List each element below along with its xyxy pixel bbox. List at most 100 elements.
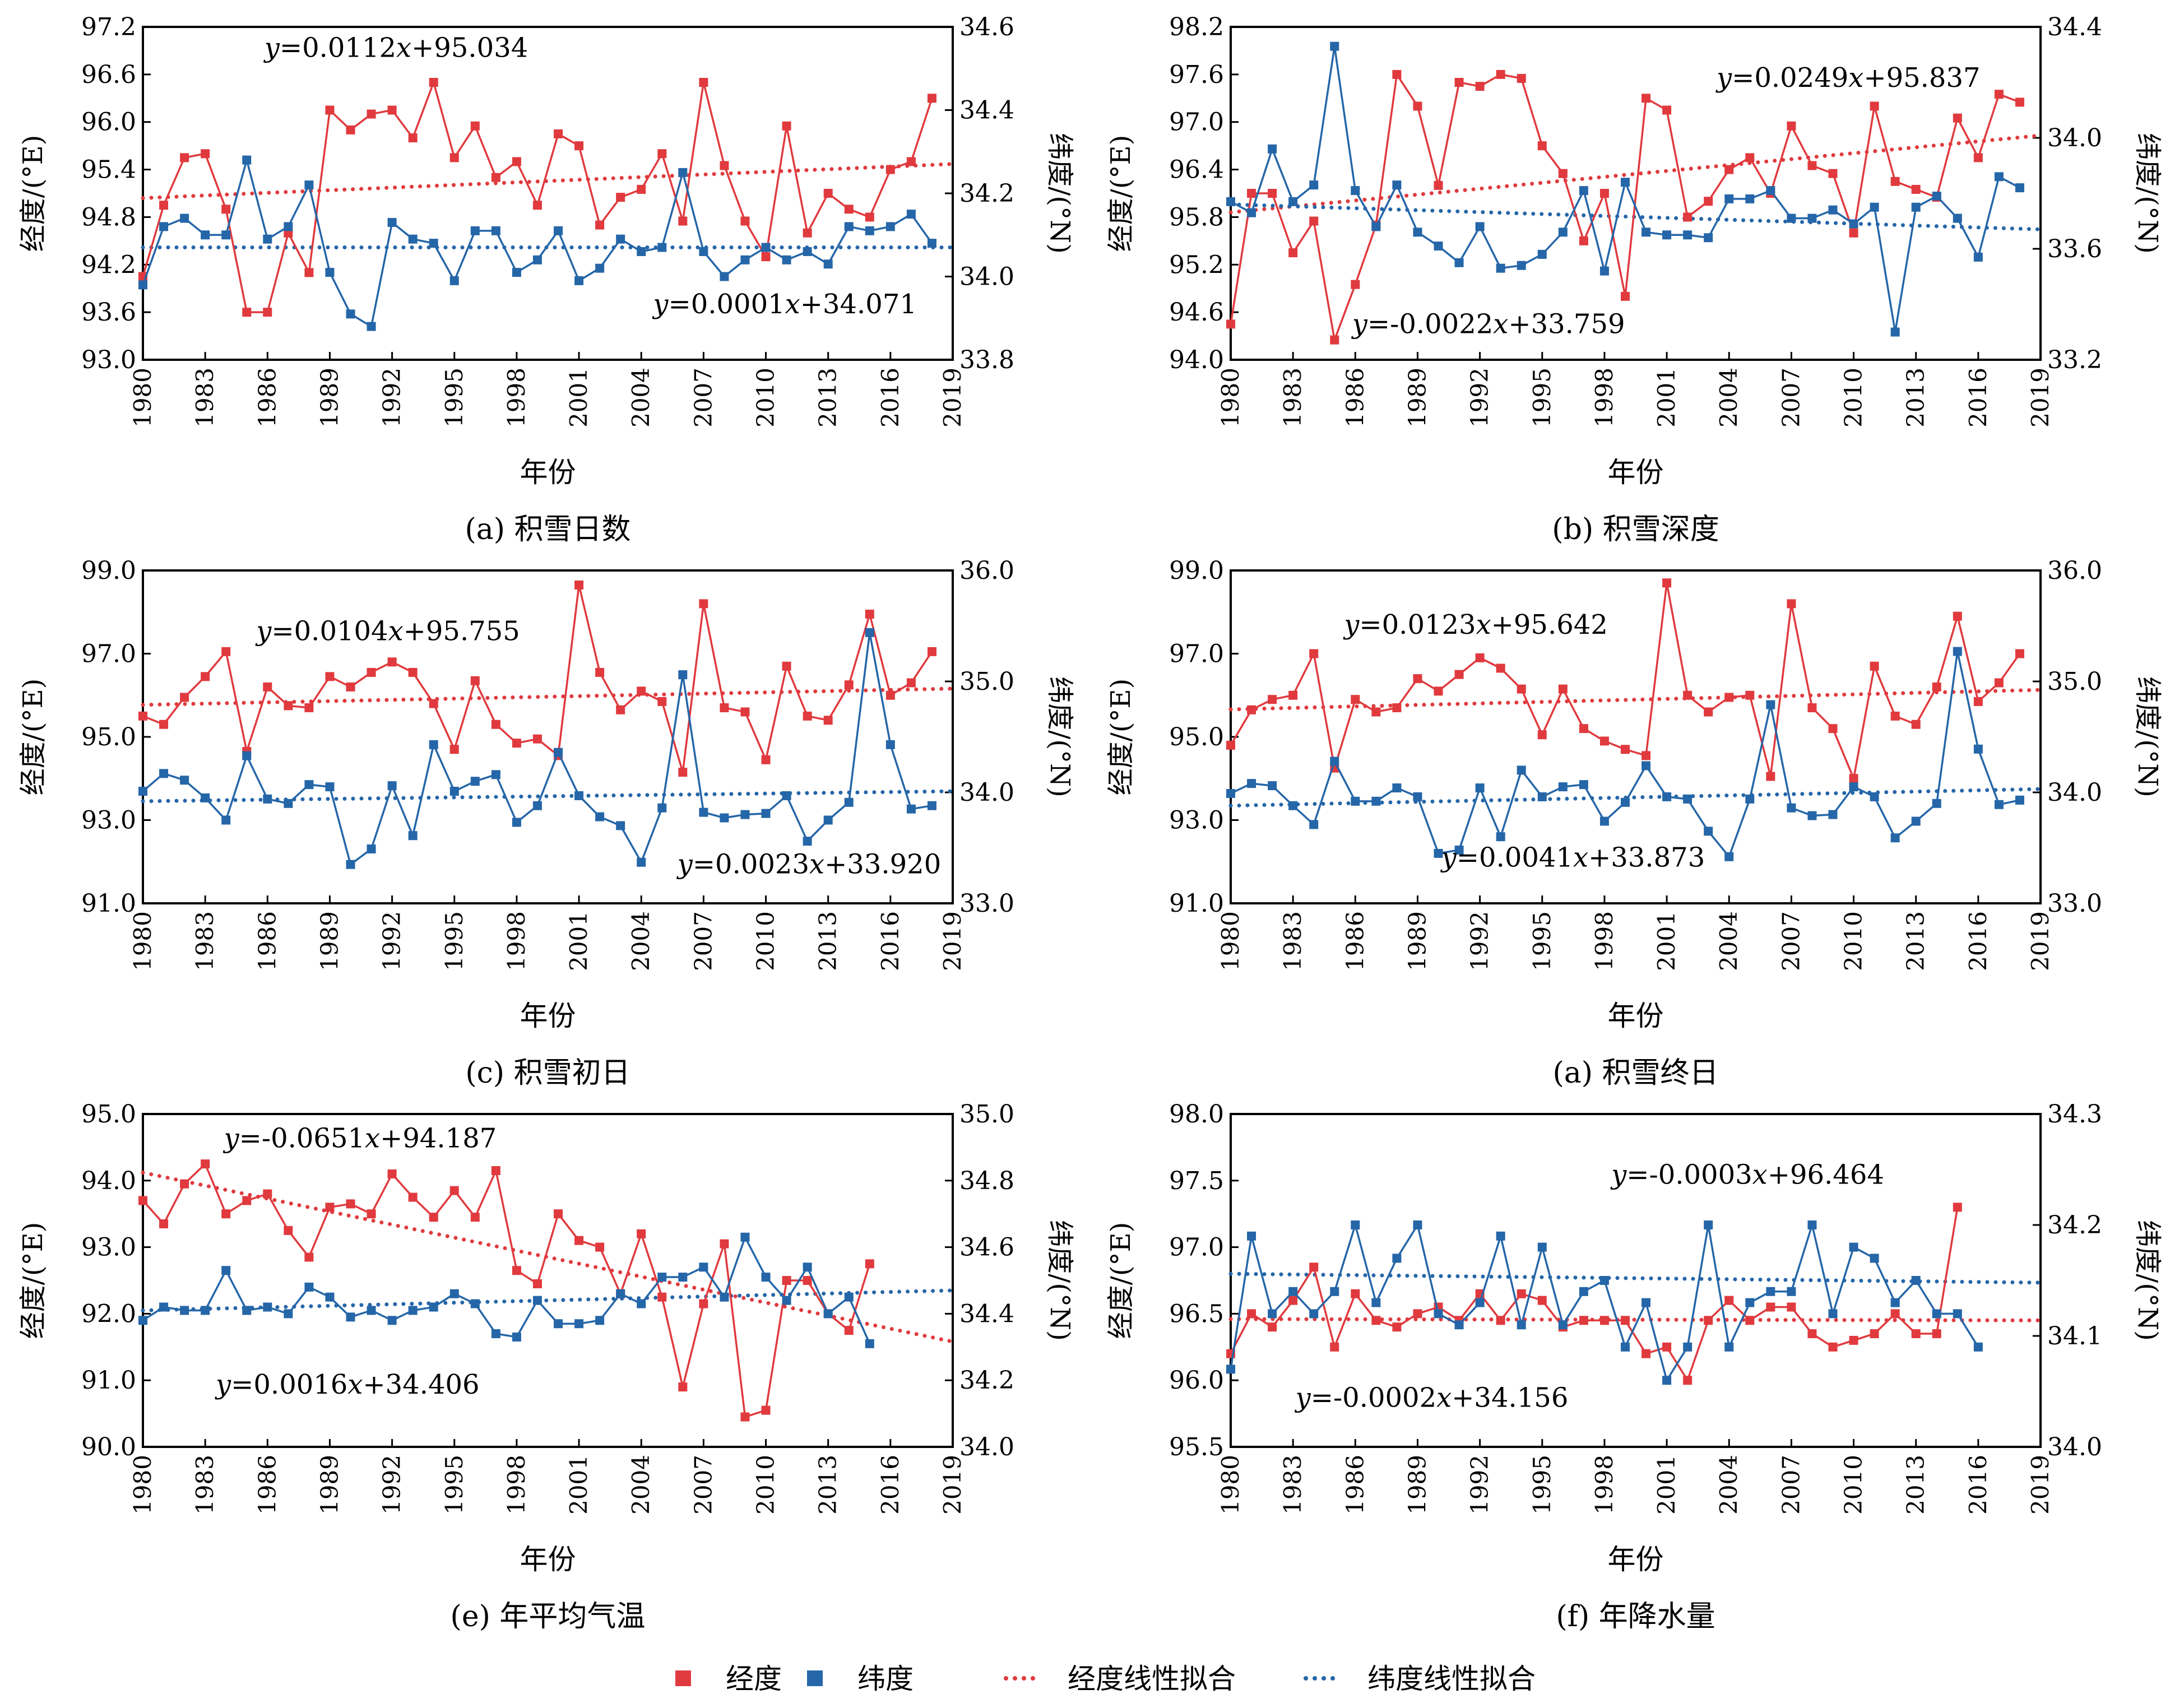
x-tick-label: 2004 [1715,1455,1742,1515]
latitude-fit-line [141,1288,955,1312]
longitude-point [740,1412,750,1422]
chart-legend: 经度 纬度 经度线性拟合 纬度线性拟合 [675,1663,1536,1695]
latitude-point [906,804,916,814]
longitude-point [263,682,272,691]
y-left-tick-label: 95.5 [1169,1433,1224,1461]
latitude-point [1787,214,1796,223]
y-left-tick-label: 92.0 [81,1299,136,1328]
legend-label: 经度 [726,1663,782,1695]
longitude-point [180,1179,189,1189]
longitude-point [387,657,397,667]
y-right-tick-label: 34.2 [2047,1211,2102,1240]
longitude-point [1413,101,1422,111]
longitude-point [1620,745,1630,754]
latitude-point [1662,1376,1672,1385]
panel-caption: (f) 年降水量 [1556,1600,1715,1633]
latitude-point [1620,797,1630,807]
longitude-point [1351,1289,1360,1298]
latitude-fit-line [1228,787,2043,808]
x-tick-label: 1998 [1591,368,1618,428]
x-axis-label: 年份 [1608,1543,1664,1576]
latitude-point [201,1306,210,1315]
longitude-fit-line [1228,133,2043,215]
latitude-point [699,247,708,256]
x-tick-label: 2001 [1653,368,1680,428]
latitude-point [1953,1309,1962,1319]
longitude-point [1787,121,1796,131]
x-tick-label: 1986 [253,368,281,428]
y-right-tick-label: 36.0 [2047,556,2102,585]
latitude-point [346,309,355,319]
latitude-point [221,815,231,825]
longitude-fit-line [141,162,955,200]
longitude-point [1724,1296,1734,1305]
y-left-tick-label: 97.5 [1169,1167,1224,1195]
latitude-point [1558,782,1568,792]
latitude-point [1226,788,1235,798]
longitude-point [699,78,708,87]
x-tick-label: 2010 [1840,1455,1867,1515]
longitude-point [532,201,542,210]
latitude-point [242,1306,252,1315]
x-tick-label: 2019 [939,368,966,428]
x-tick-label: 2010 [752,911,780,971]
latitude-point [2015,183,2024,193]
x-tick-label: 2001 [565,911,592,971]
plot-frame [142,1113,954,1448]
longitude-point [803,711,812,721]
longitude-point [470,1213,480,1222]
latitude-point [1724,852,1734,861]
longitude-point [782,1276,791,1285]
longitude-point [1288,690,1298,700]
longitude-point [678,1382,688,1392]
latitude-point [1434,1309,1443,1319]
latitude-point [1558,1320,1568,1330]
longitude-point [1828,169,1838,178]
longitude-point [1392,703,1402,713]
latitude-point [367,844,376,853]
longitude-point [1642,1349,1651,1358]
x-tick-label: 1989 [1403,368,1431,428]
longitude-point [532,734,542,744]
legend-label: 纬度 [857,1663,914,1695]
latitude-point [927,239,936,248]
longitude-point [740,707,750,717]
x-tick-label: 1980 [1217,911,1244,971]
longitude-point [325,672,335,681]
longitude-point [1517,1289,1526,1298]
latitude-point [574,791,584,800]
y-right-tick-label: 34.0 [2047,124,2102,152]
longitude-point [1579,236,1588,245]
y-left-tick-label: 94.0 [1169,346,1224,374]
latitude-point [1642,761,1651,771]
longitude-point [1662,1342,1672,1352]
longitude-fit-equation: y=0.0249x+95.837 [1715,62,1981,94]
latitude-point [449,1289,459,1298]
latitude-point [180,1306,189,1315]
latitude-point [616,1289,625,1298]
longitude-point [1807,161,1817,170]
latitude-point [1288,197,1298,206]
latitude-point [616,234,625,244]
longitude-point [159,201,169,210]
longitude-point [512,1266,521,1275]
x-tick-label: 2013 [1902,911,1930,971]
latitude-point [470,226,480,235]
latitude-point [1475,222,1485,231]
panel-caption: (a) 积雪日数 [465,513,630,546]
x-tick-label: 2007 [689,911,717,971]
legend-item-lon-fit: 经度线性拟合 [1004,1663,1236,1695]
latitude-fit-line [141,789,955,804]
longitude-fit-equation: y=-0.0003x+96.464 [1610,1159,1884,1191]
y-right-tick-label: 34.1 [2047,1322,2102,1350]
longitude-point [595,1242,605,1252]
latitude-point [325,268,335,277]
x-tick-label: 1983 [191,368,219,428]
longitude-point [491,173,500,182]
latitude-point [1226,197,1235,206]
latitude-point [1704,233,1713,243]
longitude-point [2015,98,2024,107]
longitude-point [1579,724,1588,734]
latitude-point [1642,1298,1651,1307]
longitude-point [1351,695,1360,704]
